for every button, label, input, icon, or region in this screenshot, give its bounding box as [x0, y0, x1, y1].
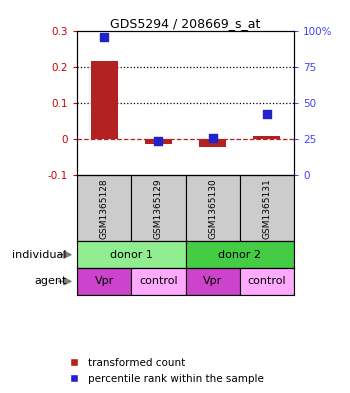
FancyBboxPatch shape [240, 175, 294, 241]
FancyBboxPatch shape [77, 241, 186, 268]
FancyBboxPatch shape [186, 175, 240, 241]
Text: GSM1365129: GSM1365129 [154, 178, 163, 239]
Bar [199, 140, 226, 147]
FancyBboxPatch shape [186, 241, 294, 268]
Text: Vpr: Vpr [203, 276, 222, 286]
Text: GSM1365131: GSM1365131 [262, 178, 271, 239]
Text: control: control [247, 276, 286, 286]
Bar [145, 140, 172, 144]
FancyBboxPatch shape [131, 268, 186, 295]
Text: agent: agent [34, 276, 66, 286]
FancyBboxPatch shape [77, 175, 131, 241]
Legend: transformed count, percentile rank within the sample: transformed count, percentile rank withi… [65, 354, 268, 388]
Text: control: control [139, 276, 178, 286]
Title: GDS5294 / 208669_s_at: GDS5294 / 208669_s_at [110, 17, 261, 30]
Point [210, 135, 216, 141]
FancyBboxPatch shape [186, 268, 240, 295]
FancyBboxPatch shape [77, 268, 131, 295]
Bar [91, 61, 118, 140]
Point [102, 34, 107, 40]
Text: donor 2: donor 2 [218, 250, 261, 260]
FancyBboxPatch shape [131, 175, 186, 241]
FancyBboxPatch shape [240, 268, 294, 295]
Point [264, 110, 270, 117]
Text: Vpr: Vpr [94, 276, 114, 286]
Point [155, 138, 161, 144]
Text: individual: individual [12, 250, 66, 260]
Text: GSM1365128: GSM1365128 [100, 178, 108, 239]
Text: GSM1365130: GSM1365130 [208, 178, 217, 239]
Text: donor 1: donor 1 [110, 250, 153, 260]
Bar [253, 136, 280, 140]
